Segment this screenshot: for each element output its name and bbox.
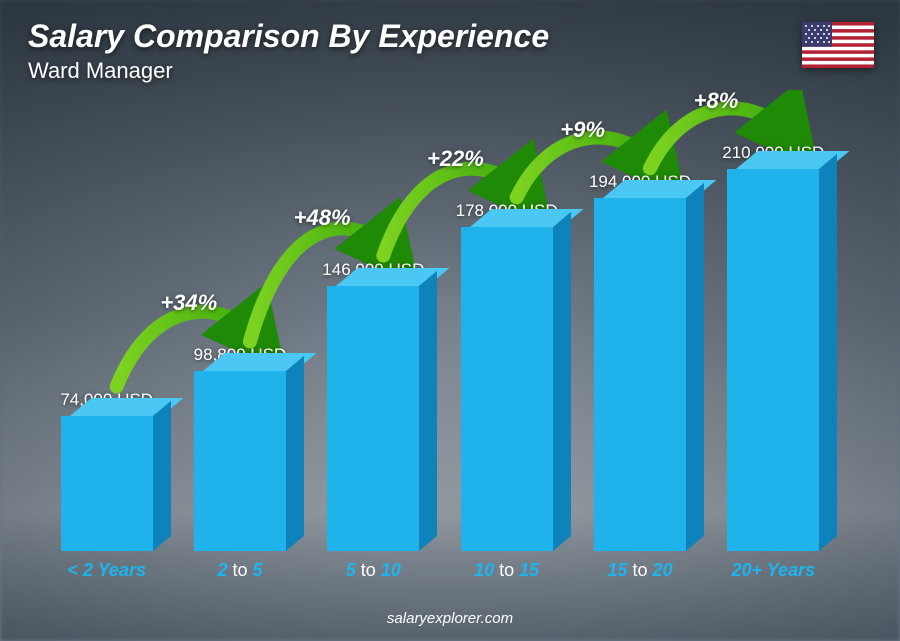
x-label: < 2 Years: [40, 560, 173, 581]
page-subtitle: Ward Manager: [28, 58, 173, 84]
pct-change-label: +34%: [160, 290, 217, 316]
bar: [61, 416, 153, 551]
x-label: 10 to 15: [440, 560, 573, 581]
x-label: 2 to 5: [173, 560, 306, 581]
bar-group: 98,800 USD: [173, 345, 306, 551]
bars-region: 74,000 USD98,800 USD146,000 USD178,000 U…: [40, 121, 840, 551]
pct-change-label: +8%: [694, 88, 739, 114]
footer-text: salaryexplorer.com: [0, 610, 900, 627]
bar-group: 74,000 USD: [40, 390, 173, 551]
x-label: 15 to 20: [573, 560, 706, 581]
bar: [594, 198, 686, 551]
bar: [194, 371, 286, 551]
page-title: Salary Comparison By Experience: [28, 18, 549, 55]
chart-container: Salary Comparison By Experience Ward Man…: [0, 0, 900, 641]
bar-group: 194,000 USD: [573, 172, 706, 551]
x-labels-region: < 2 Years2 to 55 to 1010 to 1515 to 2020…: [40, 560, 840, 581]
bar-group: 146,000 USD: [307, 260, 440, 551]
x-label: 20+ Years: [707, 560, 840, 581]
bar-group: 178,000 USD: [440, 201, 573, 551]
pct-change-label: +48%: [294, 205, 351, 231]
bar: [461, 227, 553, 551]
pct-change-label: +9%: [560, 117, 605, 143]
x-label: 5 to 10: [307, 560, 440, 581]
bar: [327, 286, 419, 551]
pct-change-label: +22%: [427, 146, 484, 172]
bar-group: 210,000 USD: [707, 143, 840, 551]
flag-icon: [802, 22, 874, 68]
bar: [727, 169, 819, 551]
chart-area: 74,000 USD98,800 USD146,000 USD178,000 U…: [40, 90, 840, 581]
